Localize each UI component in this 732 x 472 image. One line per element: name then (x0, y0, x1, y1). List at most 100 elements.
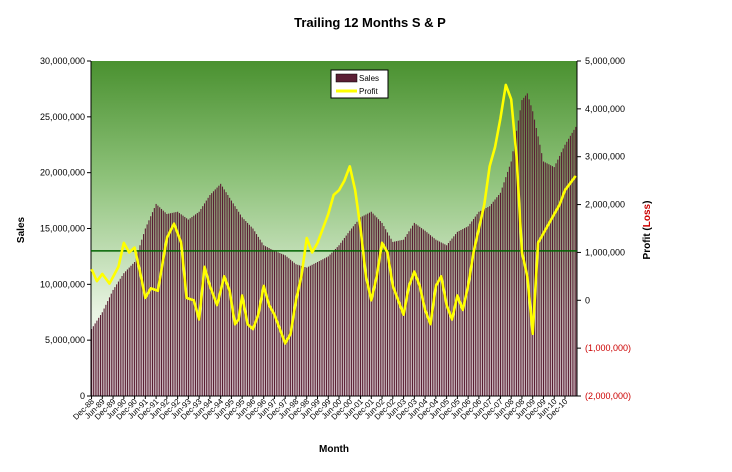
sales-bar (395, 241, 397, 396)
sales-bar (302, 266, 304, 396)
sales-bar (279, 253, 281, 396)
sales-bar (119, 278, 121, 396)
sales-bar (177, 211, 179, 396)
sales-bar (284, 255, 286, 396)
sales-bar (248, 224, 250, 396)
sales-bar (193, 215, 195, 396)
sales-bar (541, 153, 543, 397)
sales-bar (234, 206, 236, 396)
sales-bar (148, 220, 150, 396)
sales-bar (388, 235, 390, 396)
sales-bar (446, 245, 448, 396)
sales-bar (487, 207, 489, 396)
sales-bar (478, 211, 480, 396)
sales-bar (542, 161, 545, 396)
sales-bar (126, 269, 128, 396)
sales-bar (361, 216, 363, 396)
sales-bar (112, 289, 114, 396)
sales-bar (524, 95, 527, 397)
sales-bar (121, 275, 123, 396)
sales-bar (316, 262, 319, 396)
sales-bar (333, 250, 335, 396)
sales-bar (130, 265, 132, 396)
sales-bar (169, 213, 172, 396)
sales-bar (376, 217, 378, 396)
sales-bar (440, 242, 442, 396)
sales-bar (546, 163, 548, 396)
sales-bar (548, 164, 550, 396)
sales-bar (566, 141, 568, 396)
sales-bar (159, 207, 161, 396)
sales-bar (313, 263, 315, 396)
y-tick-label: 0 (80, 391, 85, 401)
sales-bar (336, 247, 338, 396)
sales-bar (501, 187, 503, 396)
sales-bar (496, 197, 498, 396)
y-tick-label: 5,000,000 (45, 335, 85, 345)
sales-bar (114, 287, 116, 397)
sales-bar (455, 234, 457, 396)
sales-bar (562, 148, 564, 396)
y2-axis-label: Profit (Loss) (642, 201, 653, 260)
sales-bar (143, 234, 145, 396)
sales-bar (134, 262, 136, 396)
sales-bar (503, 182, 505, 396)
sales-bar (232, 203, 234, 396)
sales-bar (282, 254, 284, 396)
sales-bar (107, 301, 109, 396)
sales-bar (268, 248, 270, 396)
sales-bar (241, 217, 243, 396)
sales-bar (571, 132, 573, 396)
sales-bar (528, 99, 530, 396)
sales-bar (494, 199, 496, 396)
sales-bar (254, 231, 256, 396)
sales-bar (397, 240, 399, 396)
legend: Sales Profit (330, 69, 389, 99)
sales-bar (211, 193, 213, 396)
sales-bar (560, 152, 562, 396)
sales-bar (365, 214, 367, 396)
sales-bar (180, 214, 182, 396)
sales-bar (464, 228, 466, 396)
sales-bar (514, 141, 516, 396)
sales-bar (273, 250, 276, 396)
sales-bar (318, 261, 320, 396)
sales-bar (288, 258, 290, 396)
sales-bar (480, 210, 482, 396)
y2-tick-label: 5,000,000 (585, 56, 625, 66)
sales-bar (471, 221, 473, 396)
sales-bar (306, 267, 308, 396)
sales-bar (550, 165, 552, 396)
sales-bar (537, 136, 539, 397)
sales-bar (505, 177, 507, 396)
y-tick-label: 15,000,000 (40, 224, 85, 234)
sales-bar (108, 297, 111, 396)
sales-bar (419, 226, 421, 396)
sales-bar (345, 235, 347, 396)
sales-bar (191, 216, 193, 396)
sales-bar (438, 241, 441, 396)
sales-bar (553, 167, 555, 396)
y-axis-label: Sales (16, 216, 27, 243)
sales-bar (476, 214, 478, 396)
sales-bar (385, 229, 387, 396)
sales-bar (447, 243, 449, 396)
sales-bar (498, 195, 500, 396)
chart-title: Trailing 12 Months S & P (294, 15, 446, 30)
sales-bar (198, 211, 200, 396)
sales-bar (101, 312, 103, 396)
sales-bar (311, 264, 313, 396)
sales-bar (178, 213, 180, 396)
sales-bar (401, 240, 403, 396)
sales-bar (394, 241, 396, 396)
sales-bar (196, 213, 198, 396)
sales-bar (508, 166, 510, 396)
sales-bar (512, 151, 514, 396)
sales-bar (343, 237, 345, 396)
y-tick-label: 30,000,000 (40, 56, 85, 66)
sales-bar (184, 216, 186, 396)
sales-bar (523, 97, 525, 396)
sales-bar (351, 228, 353, 396)
sales-bar (266, 247, 268, 396)
